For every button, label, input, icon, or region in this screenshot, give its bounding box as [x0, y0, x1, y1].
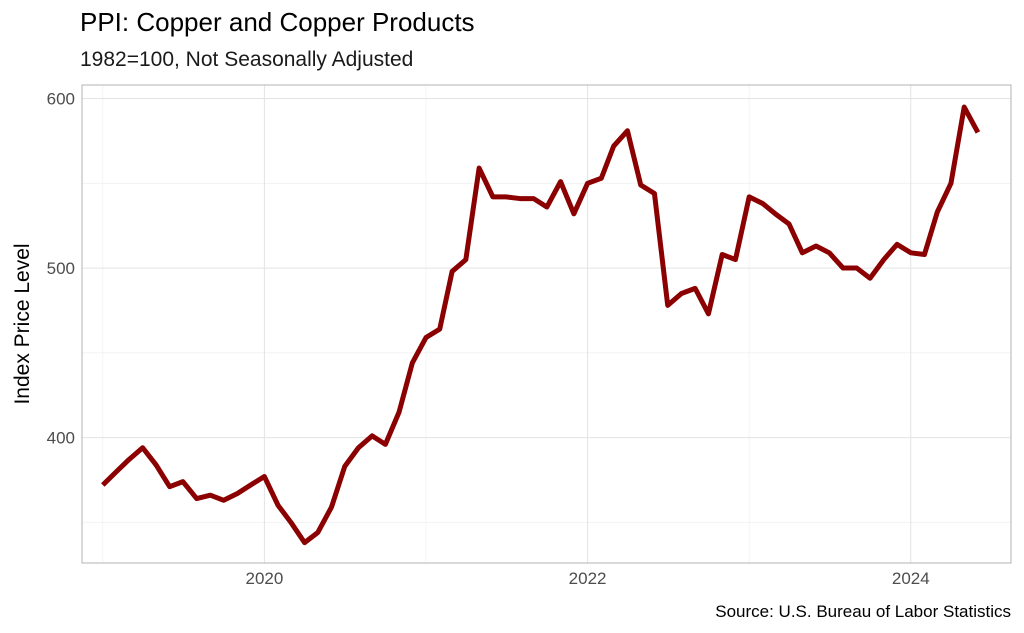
x-tick-label: 2020	[245, 569, 283, 588]
series-layer	[101, 104, 981, 546]
chart-subtitle: 1982=100, Not Seasonally Adjusted	[80, 48, 413, 71]
x-tick-label: 2024	[892, 569, 930, 588]
x-tick-label: 2022	[569, 569, 607, 588]
ppi-line	[101, 104, 981, 546]
plot-panel	[81, 84, 1012, 564]
y-axis-label: Index Price Level	[11, 243, 34, 404]
y-tick-label: 400	[47, 429, 75, 448]
y-axis-ticks: 400 500 600	[47, 90, 75, 448]
chart-title: PPI: Copper and Copper Products	[80, 7, 475, 37]
chart-caption: Source: U.S. Bureau of Labor Statistics	[715, 602, 1011, 621]
y-tick-label: 600	[47, 90, 75, 109]
y-tick-label: 500	[47, 259, 75, 278]
gridlines	[82, 85, 1011, 563]
x-axis-ticks: 2020 2022 2024	[245, 569, 929, 588]
